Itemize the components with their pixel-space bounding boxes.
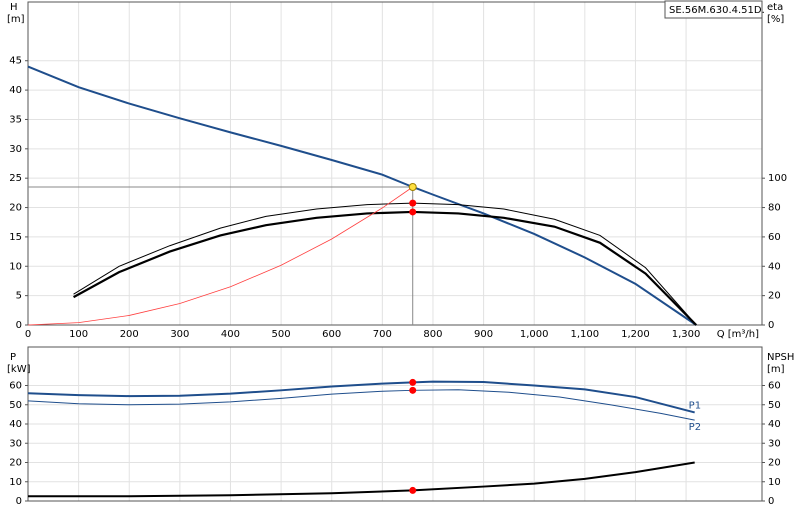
y-tick-label: 10 <box>9 261 22 272</box>
plot-frame <box>27 1 763 326</box>
x-tick-label: 500 <box>272 329 291 340</box>
x-axis-label: Q [m³/h] <box>717 329 759 340</box>
y-tick-label: 45 <box>9 56 22 67</box>
y-axis-unit: [kW] <box>7 364 31 375</box>
curve <box>73 210 697 326</box>
x-tick-label: 1,100 <box>571 329 600 340</box>
y-tick-label: 30 <box>9 144 22 155</box>
y-tick-label: 10 <box>9 477 22 488</box>
y2-tick-label: 20 <box>768 291 781 302</box>
y2-tick-label: 0 <box>768 320 774 331</box>
y-tick-label: 15 <box>9 232 22 243</box>
chart-title: SE.56M.630.4.51D. <box>669 5 765 16</box>
y2-tick-label: 40 <box>768 419 781 430</box>
x-tick-label: 1,000 <box>520 329 549 340</box>
y-axis-label: P <box>10 352 16 363</box>
x-tick-label: 100 <box>69 329 88 340</box>
y2-tick-label: 50 <box>768 400 781 411</box>
x-tick-label: 200 <box>120 329 139 340</box>
curve <box>27 65 697 326</box>
y-tick-label: 30 <box>9 438 22 449</box>
x-tick-label: 900 <box>474 329 493 340</box>
y-tick-label: 35 <box>9 114 22 125</box>
y2-tick-label: 10 <box>768 477 781 488</box>
x-tick-label: 800 <box>423 329 442 340</box>
x-tick-label: 1,300 <box>672 329 701 340</box>
operating-point <box>409 386 417 394</box>
y2-tick-label: 0 <box>768 496 774 507</box>
operating-point <box>409 208 417 216</box>
y-tick-label: 0 <box>16 496 22 507</box>
operating-point <box>409 199 417 207</box>
curve <box>27 380 695 414</box>
operating-point <box>409 486 417 494</box>
y-tick-label: 20 <box>9 458 22 469</box>
y2-axis-label: eta <box>767 2 783 13</box>
y-tick-label: 5 <box>16 291 22 302</box>
y2-tick-label: 100 <box>768 173 787 184</box>
y-tick-label: 0 <box>16 320 22 331</box>
operating-point <box>408 182 417 191</box>
x-tick-label: 400 <box>221 329 240 340</box>
y2-axis-label: NPSH <box>767 352 794 363</box>
x-tick-label: 1,200 <box>621 329 650 340</box>
series-label: P2 <box>689 422 701 433</box>
x-tick-label: 600 <box>322 329 341 340</box>
y-tick-label: 40 <box>9 419 22 430</box>
x-tick-label: 300 <box>170 329 189 340</box>
curve <box>73 202 697 326</box>
y2-axis-unit: [m] <box>767 364 785 375</box>
y2-tick-label: 40 <box>768 261 781 272</box>
y-tick-label: 60 <box>9 381 22 392</box>
curve <box>27 389 695 421</box>
y2-axis-unit: [%] <box>767 14 784 25</box>
operating-point <box>409 378 417 386</box>
curve <box>28 461 695 498</box>
title-box <box>664 0 763 19</box>
y2-tick-label: 60 <box>768 381 781 392</box>
series-label: P1 <box>689 400 701 411</box>
y-axis-label: H <box>10 2 18 13</box>
y-axis-unit: [m] <box>7 14 25 25</box>
curve <box>27 186 413 326</box>
x-tick-label: 0 <box>25 329 31 340</box>
y-tick-label: 50 <box>9 400 22 411</box>
y2-tick-label: 60 <box>768 232 781 243</box>
y-tick-label: 40 <box>9 85 22 96</box>
y-tick-label: 20 <box>9 203 22 214</box>
y-tick-label: 25 <box>9 173 22 184</box>
x-tick-label: 700 <box>373 329 392 340</box>
y2-tick-label: 30 <box>768 438 781 449</box>
y2-tick-label: 80 <box>768 203 781 214</box>
y2-tick-label: 20 <box>768 458 781 469</box>
